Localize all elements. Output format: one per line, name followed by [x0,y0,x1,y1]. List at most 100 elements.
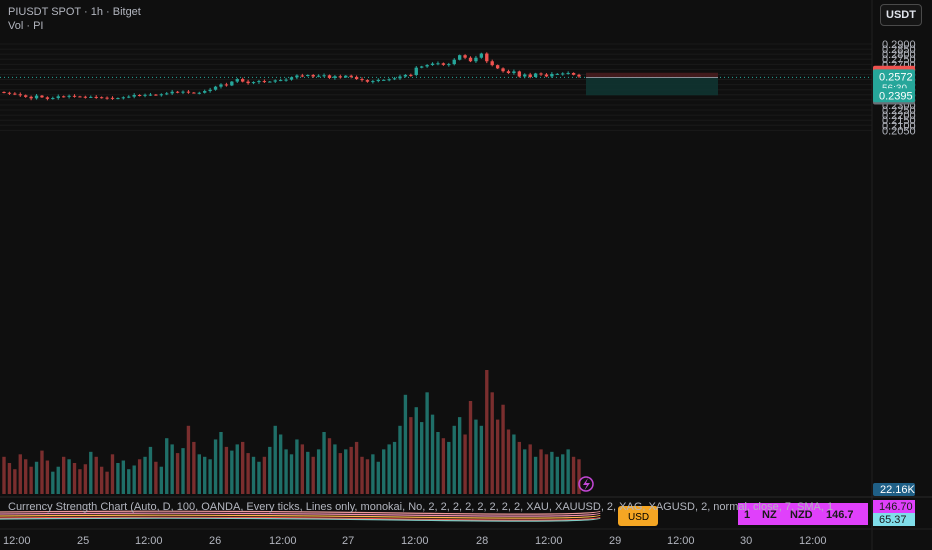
candle-body [338,76,343,78]
stop-loss-zone[interactable] [586,72,718,78]
volume-bar [512,434,516,494]
volume-bar [289,454,294,494]
target-price-tag [873,88,915,103]
price-tick-label: 0.2900 [882,39,916,51]
indicator-legend: Currency Strength Chart (Auto, D, 100, O… [8,501,834,513]
time-tick-label: 12:00 [401,535,429,547]
candle-body [349,75,353,77]
lightning-bolt-icon [583,478,590,491]
volume-bar [306,451,310,494]
candle-body [235,79,239,82]
candle-body [544,74,549,77]
volume-bar [555,456,559,494]
volume-bar [154,461,158,494]
volume-bar [447,441,451,494]
volume-bar [360,456,364,494]
time-tick-label: 26 [209,535,221,547]
volume-bar [436,432,440,494]
volume-bar [61,456,66,494]
volume-bar [479,425,484,494]
take-profit-zone[interactable] [586,77,718,96]
candle-body [230,81,234,86]
volume-bar [197,454,201,494]
candle-body [278,80,283,82]
volume-bar [278,434,283,494]
volume-bar [13,469,17,494]
time-tick-label: 12:00 [269,535,297,547]
volume-bar [78,469,82,494]
candle-body [192,92,196,94]
candle-body [67,95,71,97]
volume-bar [420,422,424,494]
time-tick-label: 28 [476,535,488,547]
indicator-value-tag [873,500,915,513]
candle-body [61,96,66,98]
volume-bar [2,456,6,494]
candle-body [485,53,489,62]
candle-body [414,67,418,75]
volume-bar [170,444,174,494]
candle-body [566,72,570,74]
currency-button[interactable]: USDT [880,4,922,26]
candle-body [430,63,435,66]
candle-body [197,92,201,94]
volume-bar [105,471,109,494]
strength-line [0,510,601,515]
candle-body [360,79,364,81]
candle-body [376,79,380,82]
candle-body [495,65,500,69]
time-tick-label: 30 [740,535,752,547]
strength-line [0,517,601,522]
volume-bar [382,449,386,494]
volume-bar [83,464,88,494]
strength-table-cell: NZD [790,509,813,521]
candle-body [110,97,115,99]
candle-body [116,98,120,100]
short-position-tool[interactable] [586,72,718,96]
volume-bar [474,419,478,494]
candle-body [121,97,126,99]
lightning-icon[interactable] [578,476,594,492]
volume-bar [441,438,446,494]
symbol-title: PIUSDT SPOT · 1h · Bitget [8,6,141,18]
volume-bar [18,454,22,494]
candle-body [479,53,484,58]
time-axis[interactable]: 12:00 25 12:00 26 12:00 27 12:00 28 12:00 29 12:00… [0,528,932,547]
candle-body [517,71,522,77]
volume-bar [392,441,397,494]
strength-table-cell: 146.7 [826,509,854,521]
candle-body [29,96,33,99]
volume-bar [463,434,467,494]
volume-bar [495,419,500,494]
candle-body [506,71,511,74]
candle-body [2,91,6,93]
candle-body [550,73,554,77]
strength-line [0,512,601,517]
candle-body [154,94,158,96]
volume-bar [414,407,418,494]
candle-body [284,79,288,81]
candle-body [45,97,50,99]
volume-bar [230,450,234,494]
candle-body [300,75,305,77]
volume-bar [7,463,12,494]
price-tick-label: 0.2150 [882,115,916,127]
candle-body [322,75,326,77]
volume-bar [403,394,408,494]
candle-body [457,55,462,60]
price-tick-label: 0.2050 [882,125,916,137]
volume-bar [550,451,554,494]
strength-table [738,503,868,525]
volume-bar [517,441,522,494]
volume-bar [143,456,147,494]
candle-body [203,91,207,93]
volume-bar [29,466,33,494]
time-tick-label: 25 [77,535,89,547]
volume-bar [34,461,39,494]
strength-table-cell: NZ [762,509,777,521]
volume-bar [452,425,456,494]
volume-bar [430,414,435,494]
candle-body [78,96,82,98]
